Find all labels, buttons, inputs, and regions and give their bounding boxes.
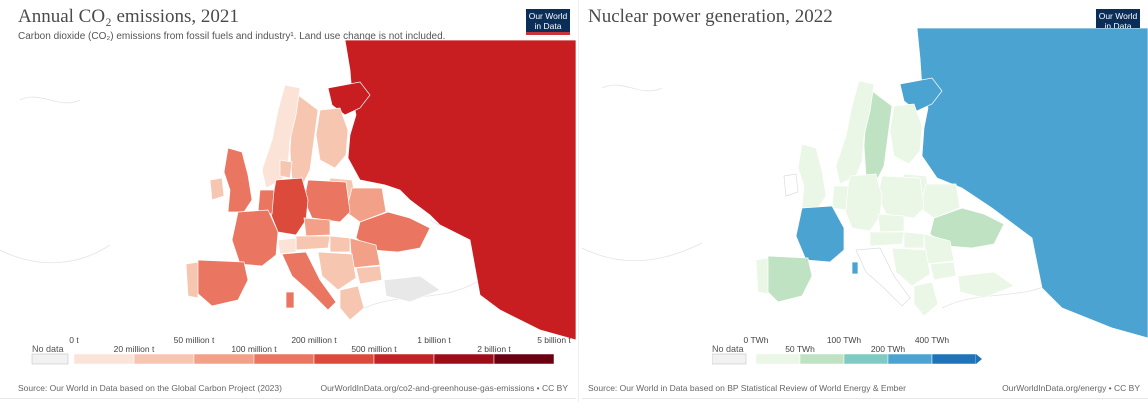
legend-nodata-swatch — [712, 353, 747, 365]
nuclear-europe-map — [582, 28, 1148, 338]
country-france[interactable] — [795, 205, 845, 263]
legend-bin[interactable] — [313, 353, 375, 365]
co2-legend: No data 0 t 50 million t 200 million t 1 bi… — [31, 335, 571, 365]
country-austria[interactable] — [869, 231, 905, 247]
country-portugal[interactable] — [755, 257, 769, 295]
co2-source-url[interactable]: OurWorldInData.org/co2-and-greenhouse-ga… — [320, 383, 568, 393]
country-czechia[interactable] — [877, 213, 905, 233]
country-uk[interactable] — [797, 143, 827, 209]
country-greece[interactable] — [339, 285, 365, 321]
country-denmark[interactable] — [279, 159, 293, 179]
legend-bin[interactable] — [193, 353, 255, 365]
country-russia[interactable] — [344, 40, 576, 340]
co2-map-panel: Annual CO₂ emissions, 2021 Carbon dioxid… — [0, 6, 576, 399]
legend-tick-label: 2 billion t — [477, 344, 511, 354]
country-bulgaria[interactable] — [355, 265, 383, 285]
legend-bin[interactable] — [253, 353, 315, 365]
legend-tick-label: 500 million t — [351, 344, 397, 354]
legend-tick-label: 200 million t — [291, 335, 337, 345]
co2-map-subtitle: Carbon dioxide (CO₂) emissions from foss… — [18, 31, 446, 42]
legend-bin[interactable] — [755, 353, 801, 365]
legend-tick-label: 50 TWh — [785, 344, 815, 354]
nuclear-source-url[interactable]: OurWorldInData.org/energy • CC BY — [1002, 383, 1140, 393]
country-russia-north[interactable] — [327, 81, 371, 116]
co2-map-title: Annual CO₂ emissions, 2021 — [18, 6, 239, 27]
legend-bin[interactable] — [799, 353, 845, 365]
country-italy[interactable] — [855, 247, 911, 307]
legend-nodata-label: No data — [712, 344, 744, 354]
country-bulgaria[interactable] — [929, 261, 957, 281]
nuclear-legend: No data 0 TWh 100 TWh 400 TWh 50 TWh 200 TWh — [712, 335, 982, 365]
country-germany[interactable] — [843, 173, 883, 232]
country-ireland[interactable] — [783, 173, 799, 197]
legend-tick-label: 5 billion t — [537, 335, 571, 345]
country-uk[interactable] — [223, 147, 253, 213]
country-finland[interactable] — [315, 107, 349, 169]
country-benelux[interactable] — [257, 189, 275, 215]
country-hungary[interactable] — [903, 231, 925, 249]
country-poland[interactable] — [877, 175, 925, 219]
country-balkans[interactable] — [891, 247, 931, 287]
legend-bin[interactable] — [931, 353, 977, 365]
country-austria[interactable] — [295, 235, 331, 251]
legend-tick-label: 50 million t — [174, 335, 215, 345]
nuclear-map-title: Nuclear power generation, 2022 — [588, 6, 833, 27]
country-poland[interactable] — [303, 179, 351, 223]
country-czechia[interactable] — [303, 217, 331, 237]
legend-bin[interactable] — [373, 353, 435, 365]
panel-divider — [578, 0, 579, 402]
nuclear-source-note: Source: Our World in Data based on BP St… — [588, 383, 906, 393]
country-benelux[interactable] — [831, 185, 849, 211]
legend-tick-label: 20 million t — [114, 344, 155, 354]
country-spain[interactable] — [763, 255, 813, 303]
country-germany[interactable] — [269, 177, 309, 236]
co2-source-note: Source: Our World in Data based on the G… — [18, 383, 282, 393]
country-balkans[interactable] — [317, 251, 357, 291]
country-france[interactable] — [231, 209, 279, 267]
owid-logo[interactable]: Our World in Data — [526, 9, 570, 35]
legend-bin[interactable] — [133, 353, 195, 365]
country-italy[interactable] — [281, 251, 337, 311]
nuclear-map-panel: Nuclear power generation, 2022 Our World… — [582, 0, 1148, 402]
divider-line — [0, 398, 576, 399]
legend-tick-label: 0 t — [69, 335, 79, 345]
divider-line — [582, 398, 1148, 399]
country-switzerland[interactable] — [277, 237, 297, 255]
country-corsica[interactable] — [851, 261, 859, 275]
legend-labels: 0 TWh 100 TWh 400 TWh 50 TWh 200 TWh — [744, 335, 950, 354]
country-turkey[interactable] — [957, 271, 1015, 299]
legend-tick-label: 1 billion t — [417, 335, 451, 345]
country-sardinia[interactable] — [285, 291, 295, 309]
legend-bin[interactable] — [843, 353, 889, 365]
legend-nodata-swatch — [31, 353, 69, 365]
legend-bin[interactable] — [433, 353, 495, 365]
legend-bins — [73, 353, 555, 365]
co2-europe-map — [0, 40, 576, 340]
legend-bin[interactable] — [493, 353, 555, 365]
legend-bin[interactable] — [73, 353, 135, 365]
legend-bin[interactable] — [887, 353, 933, 365]
country-russia[interactable] — [916, 28, 1148, 338]
legend-tick-label: 0 TWh — [744, 335, 769, 345]
country-spain[interactable] — [195, 259, 249, 307]
legend-tick-label: 100 million t — [231, 344, 277, 354]
legend-bins — [755, 353, 982, 365]
legend-arrow-icon — [976, 354, 982, 364]
country-greece[interactable] — [913, 281, 939, 317]
legend-tick-label: 200 TWh — [871, 344, 906, 354]
country-ireland[interactable] — [209, 177, 225, 201]
country-finland[interactable] — [889, 103, 923, 165]
country-hungary[interactable] — [329, 235, 351, 253]
country-portugal[interactable] — [185, 261, 199, 299]
country-russia-north[interactable] — [899, 77, 943, 112]
legend-labels: 0 t 50 million t 200 million t 1 billion t 5… — [69, 335, 571, 354]
legend-nodata-label: No data — [32, 344, 64, 354]
country-turkey[interactable] — [383, 275, 441, 303]
legend-tick-label: 100 TWh — [827, 335, 862, 345]
legend-tick-label: 400 TWh — [915, 335, 950, 345]
